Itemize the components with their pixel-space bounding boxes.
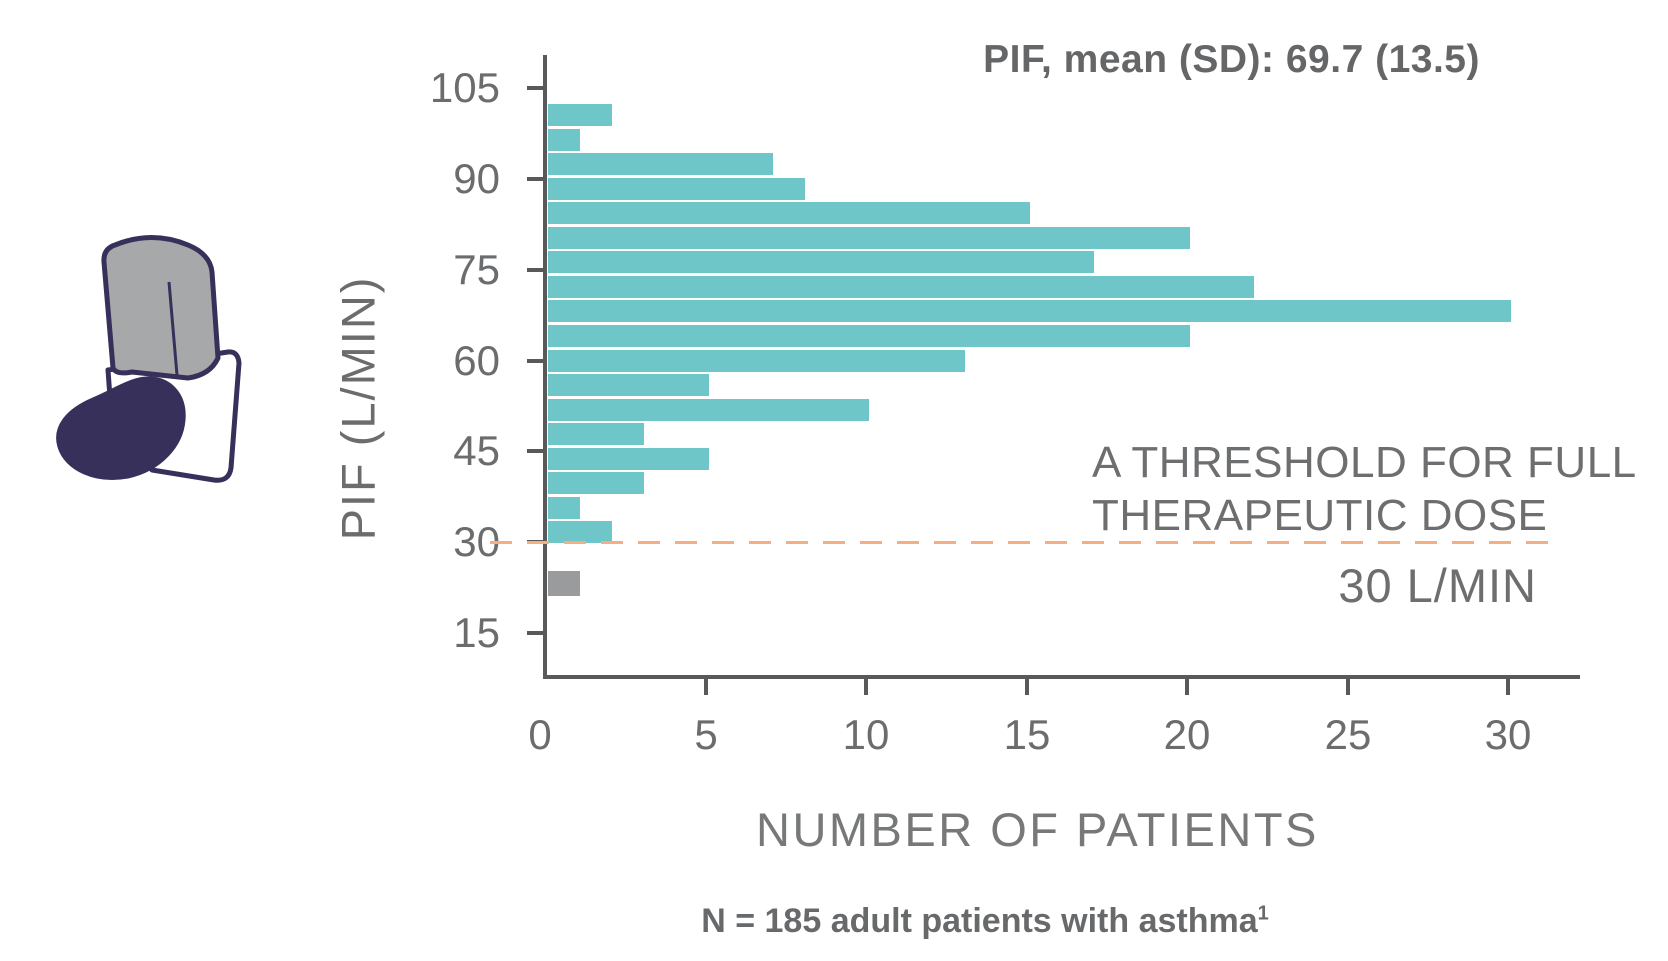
x-tick-30 [1506,679,1510,695]
y-tick-label-45: 45 [453,427,500,474]
y-tick-label-90: 90 [453,155,500,202]
x-tick-label-15: 15 [1003,711,1051,758]
x-tick-25 [1346,679,1350,695]
histogram-bar-teal [548,325,1190,347]
inhaler-base [56,376,186,480]
x-tick-5 [704,679,708,695]
x-tick-20 [1185,679,1189,695]
y-tick-45 [527,449,543,453]
histogram-bar-teal [548,153,773,175]
histogram-bar-teal [548,276,1254,298]
histogram-bar-teal [548,300,1511,322]
footnote-text: N = 185 adult patients with asthma [701,902,1258,940]
x-tick-15 [1025,679,1029,695]
chart-title: PIF, mean (SD): 69.7 (13.5) [983,38,1480,81]
histogram-bar-teal [548,374,709,396]
histogram-bar-teal [548,448,709,470]
histogram-bar-teal [548,202,1030,224]
footnote-superscript: 1 [1257,902,1269,925]
histogram-bar-teal [548,129,580,151]
inhaler-illustration [56,235,242,483]
x-tick-label-10: 10 [842,711,890,758]
histogram-bar-teal [548,350,965,372]
threshold-annotation-line1: A THRESHOLD FOR FULL [1092,438,1637,487]
y-tick-label-30: 30 [453,518,500,565]
inhaler-cap [101,235,221,381]
y-tick-75 [527,268,543,272]
x-tick-label-20: 20 [1163,711,1211,758]
x-axis-line [543,675,1580,679]
histogram-bar-teal [548,497,580,519]
y-axis-title: PIF (L/MIN) [331,275,385,541]
x-tick-label-0: 0 [528,711,552,758]
histogram-bar-gray [548,571,580,596]
y-tick-label-105: 105 [429,64,500,111]
y-tick-label-75: 75 [453,246,500,293]
histogram-bar-teal [548,227,1190,249]
histogram-bar-teal [548,423,644,445]
y-tick-60 [527,359,543,363]
histogram-bar-teal [548,104,612,126]
threshold-annotation: A THRESHOLD FOR FULL THERAPEUTIC DOSE [1092,436,1637,542]
threshold-annotation-line2: THERAPEUTIC DOSE [1092,491,1548,540]
y-tick-label-60: 60 [453,337,500,384]
y-tick-label-15: 15 [453,609,500,656]
y-tick-90 [527,177,543,181]
x-axis-title: NUMBER OF PATIENTS [756,803,1319,856]
y-axis-line [543,55,547,679]
x-tick-label-30: 30 [1484,711,1532,758]
x-tick-label-5: 5 [694,711,718,758]
histogram-bar-teal [548,472,644,494]
y-tick-105 [527,86,543,90]
x-tick-10 [864,679,868,695]
x-tick-label-25: 25 [1324,711,1372,758]
threshold-value-label: 30 L/MIN [1338,559,1537,612]
footnote: N = 185 adult patients with asthma1 [500,902,1470,941]
inhaler-cap-crease [167,281,179,376]
histogram-bar-teal [548,399,869,421]
threshold-dashed-line [490,541,1560,544]
histogram-bar-teal [548,251,1094,273]
histogram-bar-teal [548,521,612,543]
histogram-bar-teal [548,178,805,200]
y-tick-15 [527,631,543,635]
